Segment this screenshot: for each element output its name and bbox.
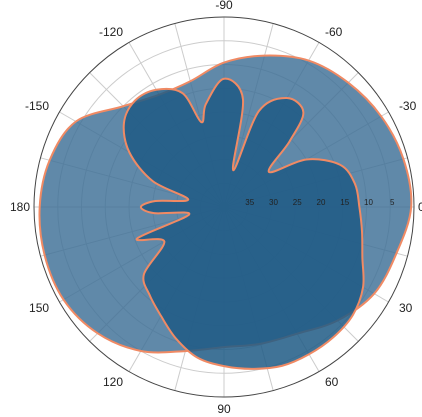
label-layer: 0 30 60 90 120 150 180 -150 -120 -90 -60 -30 5 10 15 20… <box>10 0 422 416</box>
angle-tick-label: 90 <box>217 402 231 416</box>
angle-tick-label: 0 <box>418 200 422 214</box>
radial-tick-label: 35 <box>245 198 254 207</box>
angle-tick-label: -30 <box>399 99 417 113</box>
radial-tick-label: 20 <box>317 198 326 207</box>
angle-tick-label: -150 <box>25 99 49 113</box>
series-layer <box>38 54 413 370</box>
angle-tick-label: -120 <box>99 25 123 39</box>
angle-tick-label: 30 <box>399 301 413 315</box>
angle-tick-label: 150 <box>29 301 49 315</box>
angle-tick-label: 60 <box>325 375 339 389</box>
angle-tick-label: -90 <box>215 0 233 12</box>
radial-tick-label: 15 <box>340 198 349 207</box>
radial-tick-label: 10 <box>364 198 373 207</box>
angle-tick-label: 180 <box>10 200 30 214</box>
radial-tick-label: 30 <box>269 198 278 207</box>
polar-outer-frame <box>33 16 415 398</box>
angle-tick-label: 120 <box>103 375 123 389</box>
radial-tick-label: 25 <box>293 198 302 207</box>
angle-tick-label: -60 <box>325 25 343 39</box>
series-area-2 <box>122 77 365 370</box>
radial-tick-label: 5 <box>390 198 395 207</box>
